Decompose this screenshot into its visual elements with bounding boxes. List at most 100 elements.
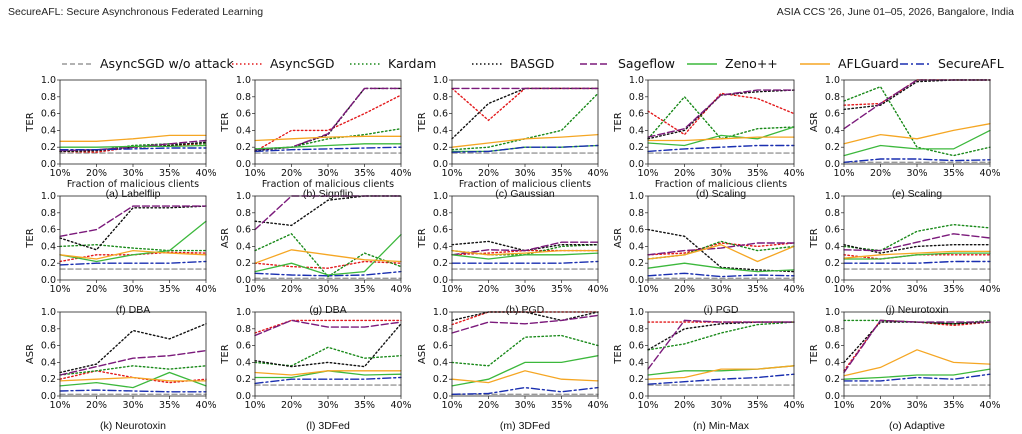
series-line [254, 233, 402, 276]
y-axis-label: ASR [417, 344, 428, 364]
plot-frame [843, 311, 991, 397]
series-line [59, 205, 207, 251]
y-axis-label: TER [613, 344, 624, 364]
series-line [843, 349, 991, 377]
x-tick-label: 35% [747, 400, 768, 411]
x-tick-label: 35% [354, 168, 375, 179]
y-tick-label: 0.2 [433, 374, 448, 385]
y-tick-label: 0.6 [629, 225, 644, 236]
y-tick-label: 0.0 [236, 391, 251, 402]
y-tick-label: 0.4 [433, 357, 448, 368]
chart-panel: 0.0 0.2 0.4 0.6 0.8 1.0 10% 20% 30% 35% 40% TER Frac… [220, 75, 412, 200]
legend-label: Kardam [388, 56, 436, 71]
x-tick-label: 10% [244, 400, 265, 411]
x-tick-label: 30% [514, 400, 535, 411]
x-tick-label: 35% [159, 400, 180, 411]
x-tick-label: 10% [441, 168, 462, 179]
x-tick-label: 30% [122, 284, 143, 295]
x-axis-label: Fraction of malicious clients [262, 179, 394, 190]
x-tick-label: 40% [979, 284, 1000, 295]
x-tick-label: 10% [244, 284, 265, 295]
series-line [59, 243, 207, 252]
series-line [647, 321, 795, 351]
running-header-right: ASIA CCS '26, June 01–05, 2026, Bangalor… [776, 6, 1014, 18]
y-axis-label: TER [220, 112, 231, 132]
x-tick-label: 40% [783, 168, 804, 179]
y-tick-label: 0.6 [433, 225, 448, 236]
x-tick-label: 30% [710, 400, 731, 411]
panel-caption: (m) 3DFed [500, 420, 550, 432]
x-tick-label: 40% [390, 168, 411, 179]
series-line [254, 87, 402, 152]
x-tick-label: 40% [587, 284, 608, 295]
series-line [59, 376, 207, 382]
y-tick-label: 1.0 [433, 75, 448, 86]
series-line [843, 79, 991, 111]
chart-panel: 0.0 0.2 0.4 0.6 0.8 1.0 10% 20% 30% 35% 40% ASR (m) … [417, 307, 609, 432]
x-tick-label: 20% [281, 168, 302, 179]
chart-panel: 0.0 0.2 0.4 0.6 0.8 1.0 10% 20% 30% 35% 40% TER Frac… [417, 75, 609, 200]
y-tick-label: 0.6 [825, 109, 840, 120]
y-tick-label: 0.8 [41, 324, 56, 335]
y-tick-label: 0.8 [236, 92, 251, 103]
y-tick-label: 0.4 [41, 241, 56, 252]
series-line [647, 136, 795, 142]
chart-panel: 0.0 0.2 0.4 0.6 0.8 1.0 10% 20% 30% 35% 40% TER (o) … [809, 307, 1001, 432]
series-line [647, 262, 795, 273]
y-tick-label: 0.6 [629, 109, 644, 120]
y-tick-label: 0.4 [41, 357, 56, 368]
y-tick-label: 0.6 [825, 225, 840, 236]
series-line [59, 349, 207, 376]
series-line [647, 126, 795, 147]
y-tick-label: 0.2 [41, 258, 56, 269]
x-tick-label: 35% [159, 168, 180, 179]
y-tick-label: 0.8 [629, 208, 644, 219]
y-tick-label: 0.0 [825, 159, 840, 170]
y-tick-label: 0.6 [433, 341, 448, 352]
series-line [254, 146, 402, 153]
series-line [254, 249, 402, 264]
running-header-left: SecureAFL: Secure Asynchronous Federated… [8, 6, 264, 18]
series-line [843, 252, 991, 260]
series-line [843, 233, 991, 252]
x-tick-label: 30% [710, 284, 731, 295]
y-tick-label: 0.8 [41, 208, 56, 219]
x-tick-label: 30% [906, 168, 927, 179]
x-tick-label: 40% [195, 400, 216, 411]
y-tick-label: 1.0 [629, 191, 644, 202]
panel-caption: (k) Neurotoxin [100, 420, 166, 432]
y-tick-label: 0.2 [41, 374, 56, 385]
series-line [647, 365, 795, 380]
x-tick-label: 30% [122, 400, 143, 411]
series-line [647, 144, 795, 153]
x-tick-label: 30% [906, 400, 927, 411]
chart-panel: 0.0 0.2 0.4 0.6 0.8 1.0 10% 20% 30% 35% 40% ASR (g) … [220, 191, 412, 316]
legend-label: AsyncSGD w/o attack [100, 56, 235, 71]
y-tick-label: 0.6 [41, 225, 56, 236]
legend-label: AFLGuard [838, 56, 899, 71]
x-tick-label: 35% [943, 400, 964, 411]
x-tick-label: 10% [49, 284, 70, 295]
legend-label: BASGD [510, 56, 554, 71]
y-tick-label: 0.2 [629, 258, 644, 269]
series-line [451, 92, 599, 151]
x-tick-label: 10% [49, 168, 70, 179]
plot-frame [843, 195, 991, 281]
y-tick-label: 0.4 [629, 241, 644, 252]
series-line [451, 133, 599, 148]
series-line [59, 323, 207, 374]
x-axis-label: Fraction of malicious clients [459, 179, 591, 190]
panel-caption: (a) Labelflip [106, 188, 161, 200]
y-axis-label: TER [220, 344, 231, 364]
x-tick-label: 40% [783, 400, 804, 411]
series-line [843, 319, 991, 374]
y-axis-label: TER [25, 228, 36, 248]
panel-caption: (b) Signflip [303, 188, 353, 200]
plot-frame [647, 79, 795, 165]
x-tick-label: 10% [833, 284, 854, 295]
series-line [647, 92, 795, 136]
chart-panel: 0.0 0.2 0.4 0.6 0.8 1.0 10% 20% 30% 35% 40% TER Frac… [613, 75, 805, 200]
x-tick-label: 40% [587, 400, 608, 411]
x-tick-label: 40% [783, 284, 804, 295]
y-tick-label: 0.0 [236, 159, 251, 170]
